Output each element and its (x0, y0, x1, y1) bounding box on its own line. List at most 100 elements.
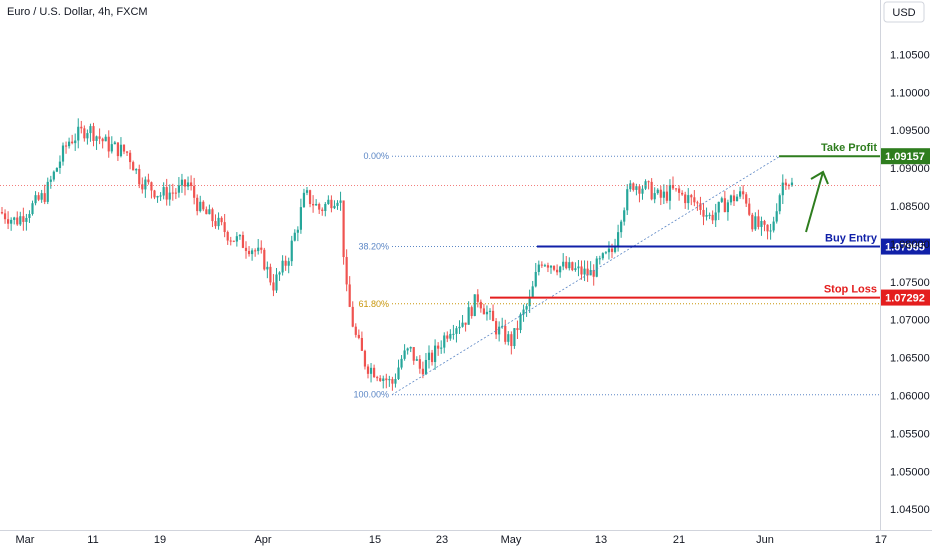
x-tick-label: 13 (595, 534, 607, 546)
candle-body (74, 140, 77, 144)
candle-body (0, 212, 4, 214)
candle-body (296, 229, 299, 233)
candle-body (150, 182, 153, 191)
candle-body (787, 185, 790, 187)
candle-body (571, 262, 574, 271)
candle-body (748, 203, 751, 215)
candle-body (315, 203, 318, 206)
candle-body (19, 216, 22, 225)
candle-body (556, 269, 559, 273)
candle-body (129, 152, 132, 163)
candle-body (180, 179, 184, 186)
candle-body (302, 192, 306, 208)
candle-body (321, 209, 324, 212)
candle-body (629, 183, 632, 190)
candle-body (312, 204, 315, 206)
candle-body (339, 200, 342, 203)
candle-body (510, 334, 513, 347)
candle-body (119, 144, 123, 157)
candle-body (516, 328, 519, 331)
candle-body (687, 195, 690, 204)
candle-body (156, 196, 159, 198)
candle-body (507, 334, 510, 342)
candle-body (284, 260, 287, 266)
candle-body (772, 221, 775, 231)
candle-body (595, 258, 598, 277)
candle-body (43, 193, 46, 202)
candle-body (159, 195, 162, 197)
candle-body (739, 191, 742, 197)
candle-body (702, 209, 705, 217)
candle-body (449, 333, 452, 339)
candle-body (418, 359, 421, 369)
candle-body (781, 182, 784, 196)
candle-body (196, 197, 199, 212)
currency-label[interactable]: USD (892, 7, 915, 19)
candle-body (458, 326, 461, 329)
candle-body (122, 144, 126, 152)
candle-body (61, 145, 65, 162)
candle-body (745, 194, 748, 204)
candle-body (58, 161, 62, 169)
price-axis[interactable]: 1.10500 1.10000 1.09500 1.09000 1.08500 1.080… (890, 49, 930, 516)
candle-body (260, 247, 263, 250)
candle-body (620, 221, 623, 233)
candle-body (729, 195, 733, 203)
currency-button[interactable] (883, 1, 925, 23)
stop-loss-price: 1.07292 (885, 293, 925, 305)
x-tick-label: 11 (87, 534, 98, 546)
chart-title: Euro / U.S. Dollar, 4h, FXCM (7, 6, 148, 18)
y-tick-label: 1.08000 (890, 239, 930, 251)
candle-body (763, 220, 766, 225)
candle-body (470, 307, 473, 317)
candle-body (644, 181, 647, 189)
candle-body (626, 189, 629, 211)
candle-body (232, 240, 235, 242)
candle-body (135, 169, 138, 171)
candle-body (101, 138, 104, 142)
candle-body (732, 195, 736, 202)
overlays-layer: 0.00% 38.20% 61.80% 100.00% Take Profit 1.091… (0, 142, 930, 400)
candle-body (641, 188, 644, 194)
candle-body (107, 136, 110, 152)
candle-body (190, 182, 193, 186)
candle-body (415, 359, 418, 361)
candle-body (696, 202, 699, 204)
candle-body (476, 294, 479, 302)
candle-body (766, 224, 769, 232)
candle-body (141, 184, 144, 190)
candle-body (336, 202, 339, 206)
candle-body (110, 144, 113, 152)
candle-body (607, 248, 611, 253)
candle-body (437, 345, 440, 349)
candle-body (388, 379, 391, 381)
candle-body (674, 188, 678, 190)
x-tick-label: 19 (154, 534, 166, 546)
candle-body (491, 310, 495, 322)
buy-entry-label: Buy Entry (825, 233, 878, 245)
time-axis[interactable]: Mar 11 19 Apr 15 23 May 13 21 Jun 17 (16, 534, 888, 546)
candle-body (92, 126, 95, 141)
candle-body (592, 270, 595, 277)
candle-body (217, 217, 220, 227)
candle-body (257, 247, 260, 252)
y-tick-label: 1.05500 (890, 428, 930, 440)
candle-body (13, 217, 16, 220)
y-tick-label: 1.07000 (890, 315, 930, 327)
candle-body (342, 200, 345, 258)
candle-body (751, 214, 754, 230)
candle-body (382, 378, 385, 382)
candle-body (586, 268, 589, 276)
buy-entry-price: 1.07965 (885, 242, 925, 254)
candle-body (98, 136, 101, 139)
candle-body (726, 202, 729, 213)
candle-body (693, 197, 696, 203)
candle-body (254, 250, 257, 252)
x-tick-label: 15 (369, 534, 381, 546)
candle-body (348, 284, 351, 307)
candle-body (656, 189, 659, 194)
candle-body (186, 182, 190, 187)
candle-body (580, 266, 583, 275)
